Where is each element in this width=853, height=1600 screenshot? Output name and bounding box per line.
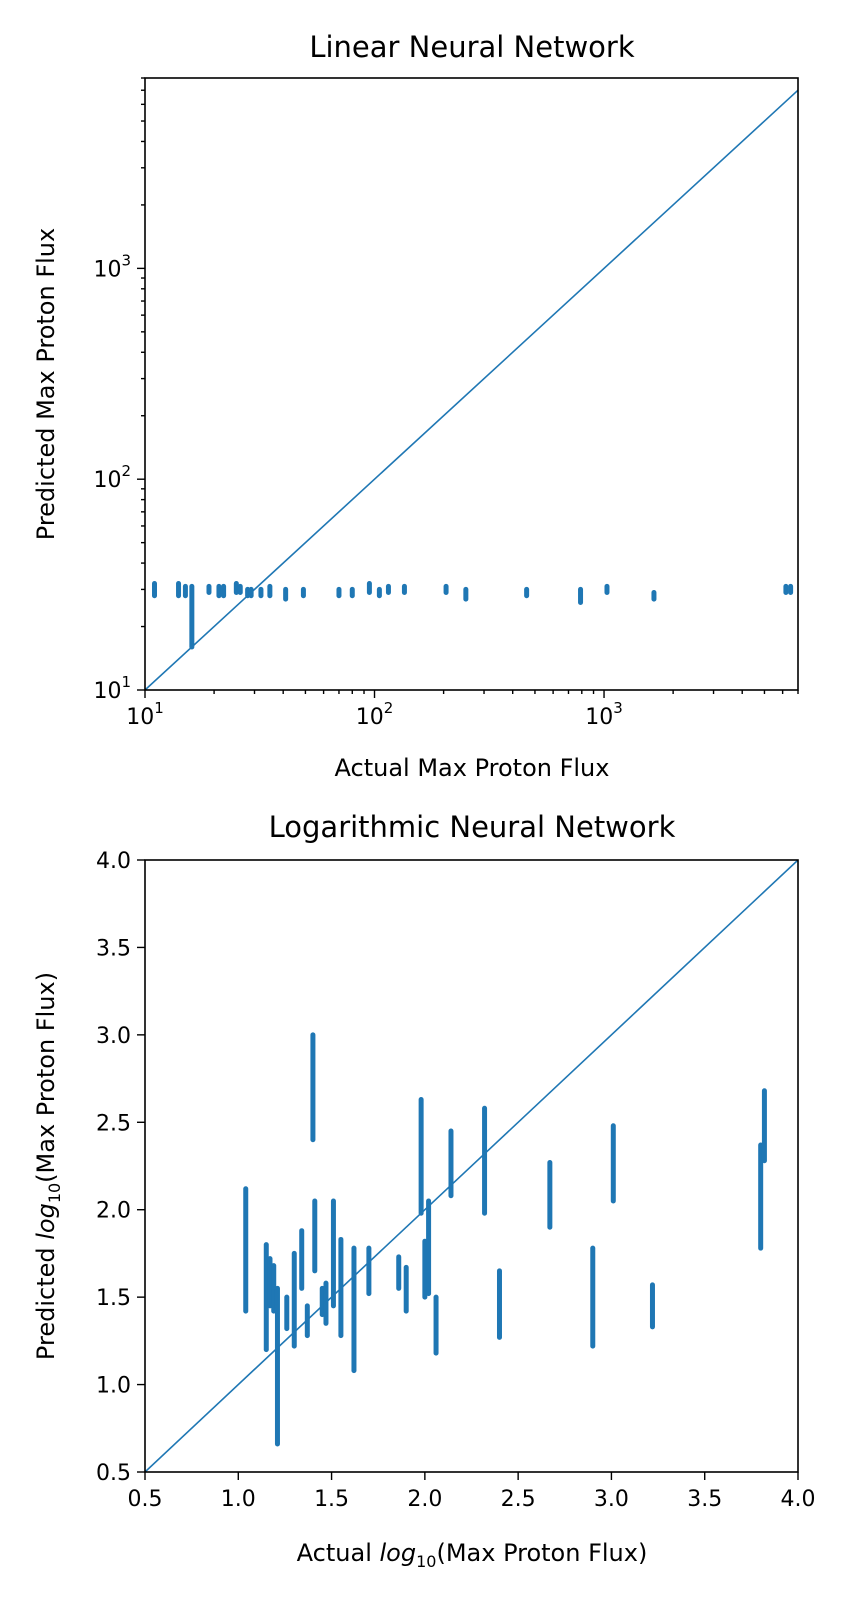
y-tick-label: 2.5	[96, 1111, 131, 1136]
identity-line	[145, 860, 798, 1472]
y-tick-label: 0.5	[96, 1461, 131, 1486]
x-axis-label: Actual Max Proton Flux	[335, 754, 610, 782]
y-tick-label: 2.0	[96, 1199, 131, 1224]
log-nn-chart: Logarithmic Neural Network 0.5 1.0 1.5 2.0 2…	[32, 810, 816, 1571]
x-tick-label: 101	[126, 699, 164, 730]
y-tick-label: 1.0	[96, 1374, 131, 1399]
x-tick-label: 1.5	[314, 1487, 349, 1512]
x-tick-label: 3.0	[594, 1487, 629, 1512]
axes-frame	[144, 77, 799, 691]
x-tick-label: 102	[356, 699, 394, 730]
y-tick-label: 101	[93, 673, 131, 704]
y-axis-label: Predicted log10(Max Proton Flux)	[32, 972, 64, 1360]
y-tick-label: 4.0	[96, 849, 131, 874]
identity-line	[145, 89, 798, 690]
x-tick-label: 2.5	[501, 1487, 536, 1512]
plot-area	[145, 860, 798, 1472]
x-tick-label: 1.0	[221, 1487, 256, 1512]
y-tick-label: 102	[93, 462, 131, 493]
plot-area	[145, 89, 798, 690]
tick-marks	[137, 859, 799, 1480]
x-tick-label: 3.5	[687, 1487, 722, 1512]
chart-title: Logarithmic Neural Network	[269, 810, 676, 844]
tick-labels: 101 102 103 101 102 103	[93, 251, 622, 730]
x-axis-label: Actual log10(Max Proton Flux)	[297, 1539, 648, 1571]
x-tick-label: 4.0	[781, 1487, 816, 1512]
y-axis-label: Predicted Max Proton Flux	[32, 228, 60, 540]
x-tick-label: 2.0	[407, 1487, 442, 1512]
x-tick-label: 103	[585, 699, 623, 730]
chart-title: Linear Neural Network	[309, 30, 635, 64]
y-tick-label: 3.0	[96, 1024, 131, 1049]
x-tick-label: 0.5	[128, 1487, 163, 1512]
y-tick-label: 1.5	[96, 1286, 131, 1311]
axes-frame	[144, 859, 799, 1473]
linear-nn-chart: Linear Neural Network 101 102 103 101 102 103…	[32, 30, 799, 782]
tick-labels: 0.5 1.0 1.5 2.0 2.5 3.0 3.5 4.0 0.5 1.0 1.5 2.0 2.5 3…	[96, 849, 816, 1512]
y-tick-label: 103	[93, 251, 131, 282]
tick-marks	[137, 77, 799, 698]
y-tick-label: 3.5	[96, 936, 131, 961]
